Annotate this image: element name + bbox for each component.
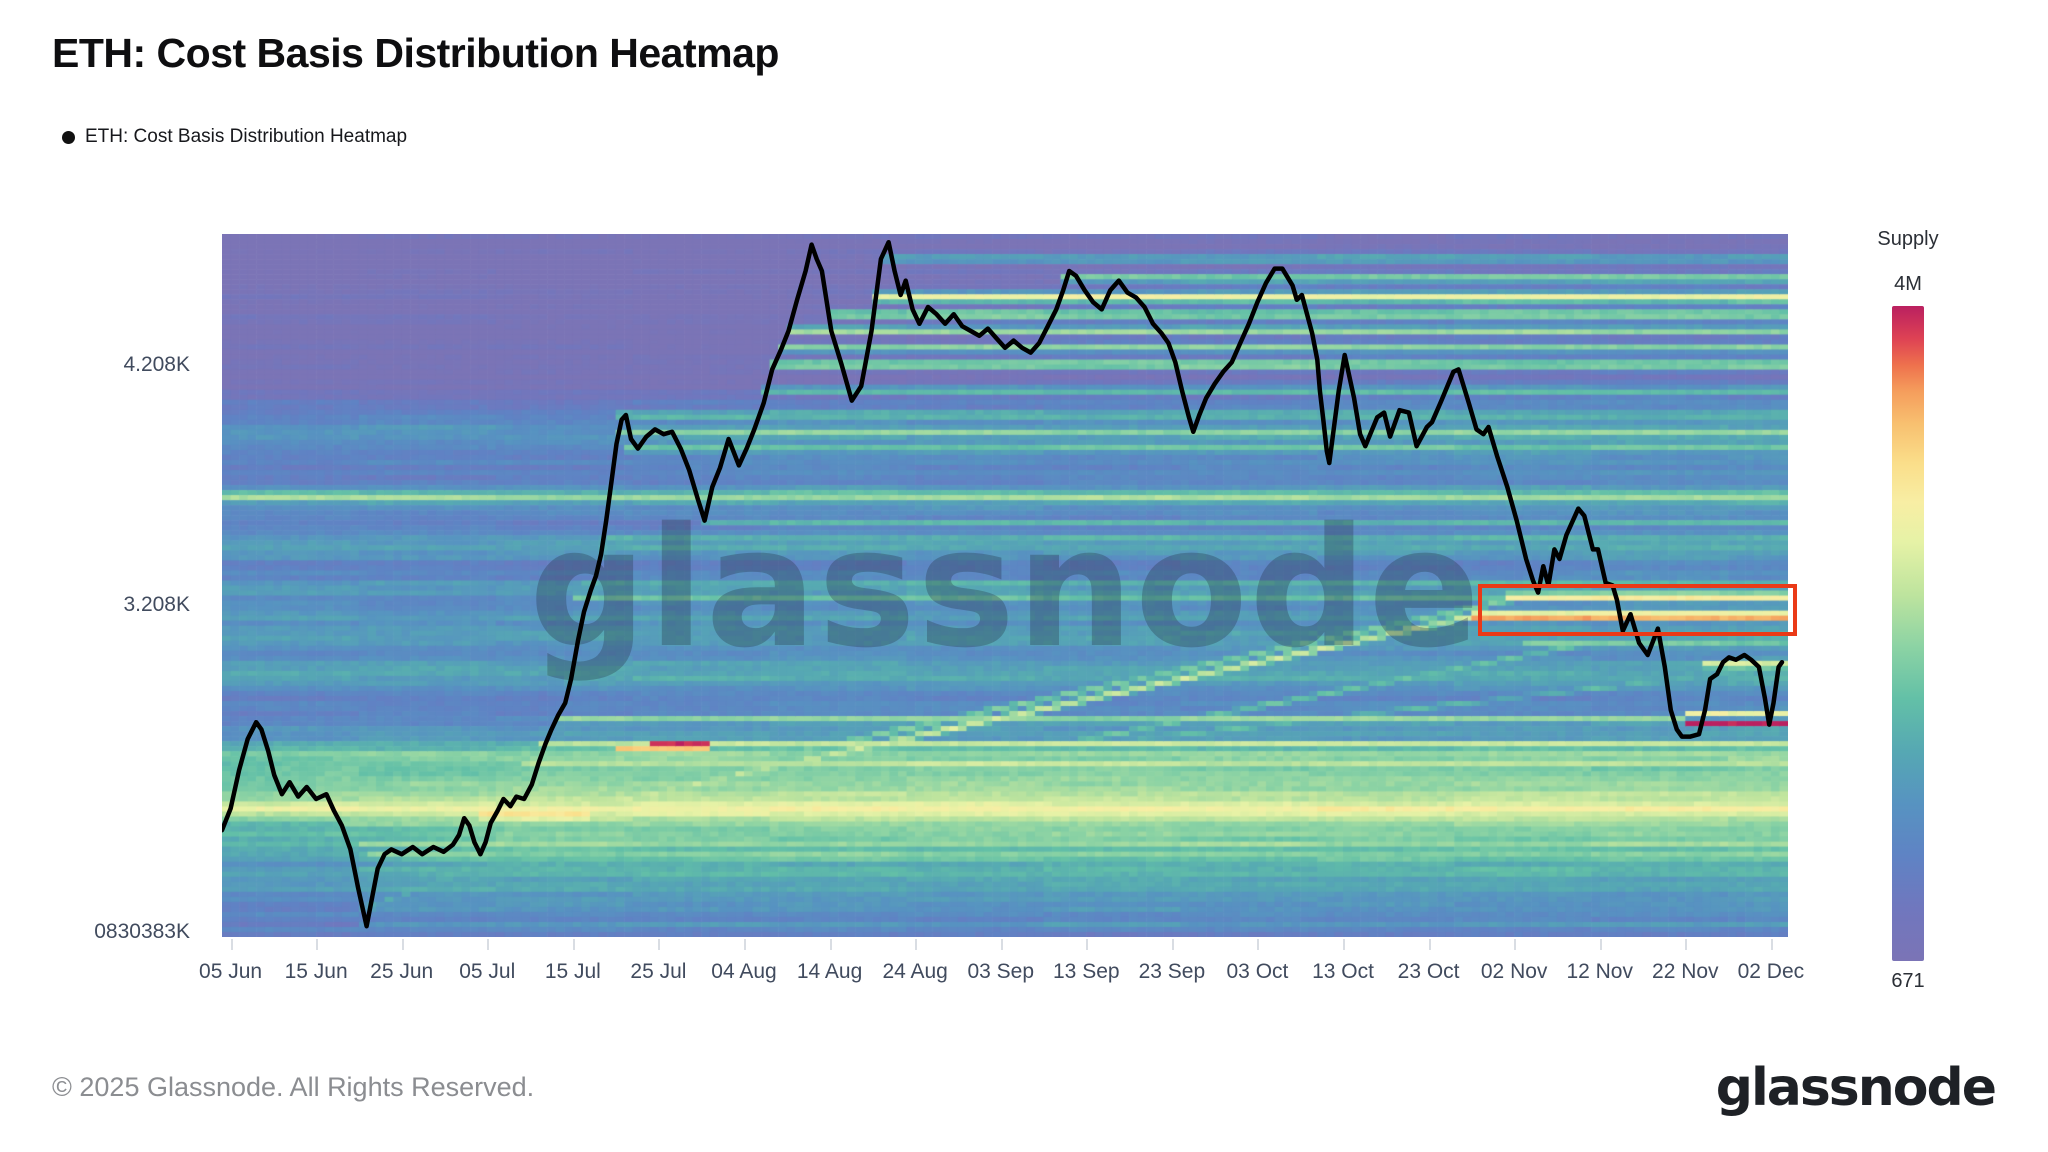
x-tick-mark	[401, 939, 404, 950]
x-tick-mark	[1770, 939, 1773, 950]
x-tick-label: 05 Jun	[199, 960, 263, 983]
x-tick-mark	[1171, 939, 1174, 950]
x-tick-mark	[1514, 939, 1517, 950]
colorbar-min-label: 671	[1891, 970, 1925, 992]
price-line	[222, 239, 1785, 929]
x-tick-label: 05 Jul	[459, 960, 516, 983]
x-tick-mark	[487, 939, 490, 950]
x-tick-label: 23 Oct	[1397, 960, 1460, 983]
x-tick-label: 02 Nov	[1480, 960, 1548, 983]
x-tick-label: 02 Dec	[1737, 960, 1805, 983]
colorbar: Supply 4M 671	[1858, 228, 1958, 993]
x-tick-label: 23 Sep	[1138, 960, 1206, 983]
page-title: ETH: Cost Basis Distribution Heatmap	[52, 30, 779, 76]
y-tick-label: 4.208K	[123, 353, 190, 377]
x-tick-mark	[1086, 939, 1089, 950]
legend-series-dot-icon	[62, 130, 75, 144]
x-tick-mark	[572, 939, 575, 950]
x-tick-label: 13 Oct	[1312, 960, 1374, 983]
x-tick-mark	[915, 939, 918, 950]
colorbar-title: Supply	[1877, 228, 1939, 250]
x-tick-mark	[316, 939, 319, 950]
x-tick-mark	[1000, 939, 1003, 950]
legend-item[interactable]: ETH: Cost Basis Distribution Heatmap	[62, 126, 407, 148]
x-tick-mark	[230, 939, 233, 950]
x-tick-label: 25 Jun	[370, 960, 434, 983]
x-tick-mark	[658, 939, 661, 950]
legend-label: ETH: Cost Basis Distribution Heatmap	[85, 126, 408, 147]
glassnode-logo: glassnode	[1715, 1058, 1997, 1118]
y-tick-label: 3.208K	[123, 593, 190, 617]
x-tick-label: 14 Aug	[796, 960, 863, 983]
x-tick-label: 04 Aug	[711, 960, 777, 983]
y-tick-label: 0830383K	[94, 920, 190, 944]
x-tick-label: 03 Oct	[1226, 960, 1289, 983]
copyright-text: © 2025 Glassnode. All Rights Reserved.	[52, 1072, 535, 1102]
x-tick-mark	[1599, 939, 1602, 950]
x-tick-label: 12 Nov	[1566, 960, 1633, 983]
x-tick-label: 15 Jul	[544, 960, 601, 983]
x-tick-mark	[1257, 939, 1260, 950]
x-tick-label: 24 Aug	[882, 960, 948, 983]
x-tick-mark	[744, 939, 746, 950]
x-tick-label: 25 Jul	[630, 960, 687, 983]
x-tick-mark	[829, 939, 832, 950]
x-tick-mark	[1685, 939, 1688, 950]
price-line-layer	[222, 239, 1785, 929]
colorbar-max-label: 4M	[1894, 273, 1922, 295]
x-tick-mark	[1343, 939, 1346, 950]
x-tick-label: 03 Sep	[967, 960, 1034, 983]
colorbar-gradient	[1892, 306, 1924, 961]
annotation-box	[1478, 583, 1797, 637]
x-tick-mark	[1428, 939, 1431, 950]
x-tick-label: 15 Jun	[284, 960, 348, 983]
x-tick-label: 22 Nov	[1652, 960, 1719, 983]
x-tick-label: 13 Sep	[1053, 960, 1120, 983]
